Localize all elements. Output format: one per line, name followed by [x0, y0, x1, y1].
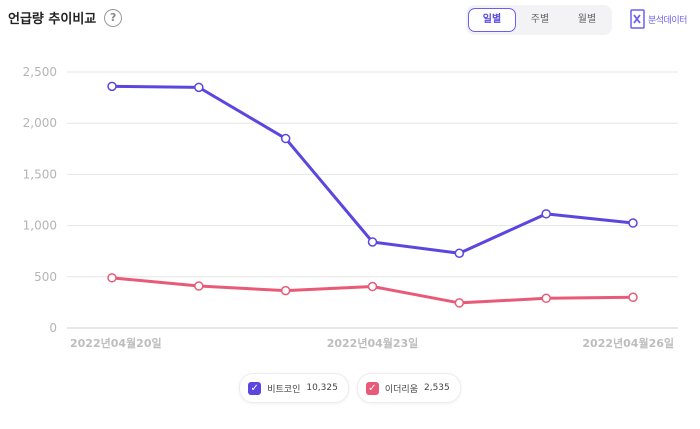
data-point	[367, 237, 378, 247]
tab-monthly[interactable]: 월별	[577, 14, 597, 25]
line-chart: 0 500 1,000 1,500 2,000 2,500 2022년04월20일 2022년…	[23, 65, 678, 350]
x-tick-label: 2022년04월20일	[70, 336, 162, 350]
y-tick-label: 2,000	[23, 116, 57, 130]
chart-title: 언급량 추이비교	[8, 12, 97, 27]
checkbox-icon: ✓	[248, 381, 262, 395]
data-point	[107, 81, 117, 92]
series-line-1	[111, 84, 634, 255]
data-point	[628, 292, 638, 303]
y-tick-label: 500	[34, 270, 57, 284]
title-row: 언급량 추이비교 ?	[8, 8, 123, 27]
x-tick-label: 2022년04월23일	[327, 336, 419, 350]
data-point	[454, 248, 465, 258]
data-point	[541, 293, 551, 304]
period-toggle: 일별 주별 월별	[466, 5, 612, 35]
tab-daily[interactable]: 일별	[468, 8, 516, 32]
legend-item-ethereum[interactable]: ✓ 이더리움 2,535	[356, 373, 461, 403]
data-point	[280, 133, 291, 144]
export-data-label: 분석데이터	[648, 15, 687, 26]
legend-series-total: 10,325	[306, 383, 338, 393]
legend-series-name: 비트코인	[267, 384, 301, 395]
tab-weekly[interactable]: 주별	[530, 14, 550, 25]
data-point	[541, 209, 551, 219]
y-tick-label: 1,500	[23, 167, 57, 181]
y-tick-label: 0	[49, 321, 57, 335]
y-tick-label: 2,500	[23, 65, 57, 79]
legend: ✓ 비트코인 10,325 ✓ 이더리움 2,535	[0, 373, 700, 403]
legend-series-total: 2,535	[423, 383, 450, 393]
excel-icon	[630, 9, 645, 29]
legend-series-name: 이더리움	[384, 384, 418, 395]
data-point	[194, 82, 204, 93]
data-point	[280, 285, 291, 296]
x-tick-label: 2022년04월26일	[582, 336, 674, 350]
data-point	[454, 298, 465, 308]
export-data-button[interactable]: 분석데이터	[630, 9, 687, 29]
y-tick-label: 1,000	[23, 219, 57, 233]
legend-item-bitcoin[interactable]: ✓ 비트코인 10,325	[239, 373, 349, 403]
checkbox-icon: ✓	[365, 381, 379, 395]
data-point	[194, 281, 204, 291]
help-icon[interactable]: ?	[104, 8, 123, 27]
data-point	[367, 281, 378, 292]
data-point	[107, 273, 117, 283]
data-point	[628, 218, 638, 228]
